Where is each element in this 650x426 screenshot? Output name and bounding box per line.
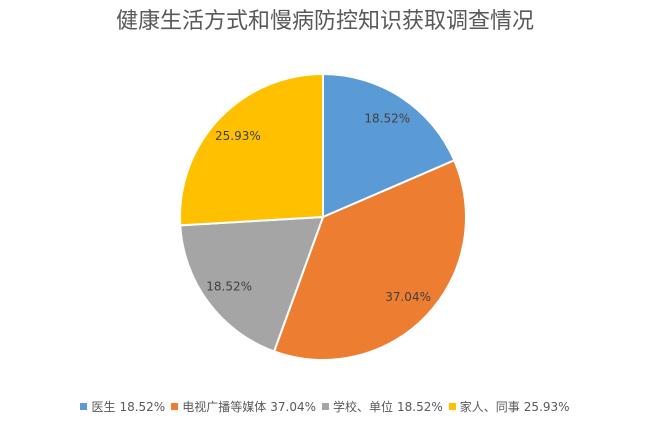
chart-title: 健康生活方式和慢病防控知识获取调查情况 [116,9,534,34]
pie-slice [272,159,467,361]
data-label: 25.93% [215,129,261,143]
legend-swatch [171,403,179,410]
legend-label: 电视广播等媒体 [182,400,267,414]
legend-label: 学校、单位 [333,400,394,414]
pie-slice [322,72,456,219]
legend-swatch [80,403,88,410]
pie-slice [179,215,325,353]
legend-item: 家人、同事 25.93% [448,398,570,415]
legend-value: 18.52% [119,399,166,414]
legend-item: 学校、单位 18.52% [322,398,443,415]
legend-item: 电视广播等媒体 37.04% [171,398,316,415]
legend: 医生 18.52% 电视广播等媒体 37.04% 学校、单位 18.52% 家人、同事 25.… [0,398,650,415]
legend-swatch [322,403,329,410]
legend-value: 25.93% [523,399,570,414]
data-label: 18.52% [364,112,410,126]
data-label: 37.04% [385,290,431,304]
legend-label: 医生 [91,400,116,414]
legend-item: 医生 18.52% [80,398,165,415]
legend-value: 18.52% [397,399,443,414]
pie-slice [179,72,324,227]
legend-label: 家人、同事 [459,400,520,414]
legend-value: 37.04% [270,399,316,414]
data-label: 18.52% [206,279,252,293]
legend-swatch [448,403,456,410]
